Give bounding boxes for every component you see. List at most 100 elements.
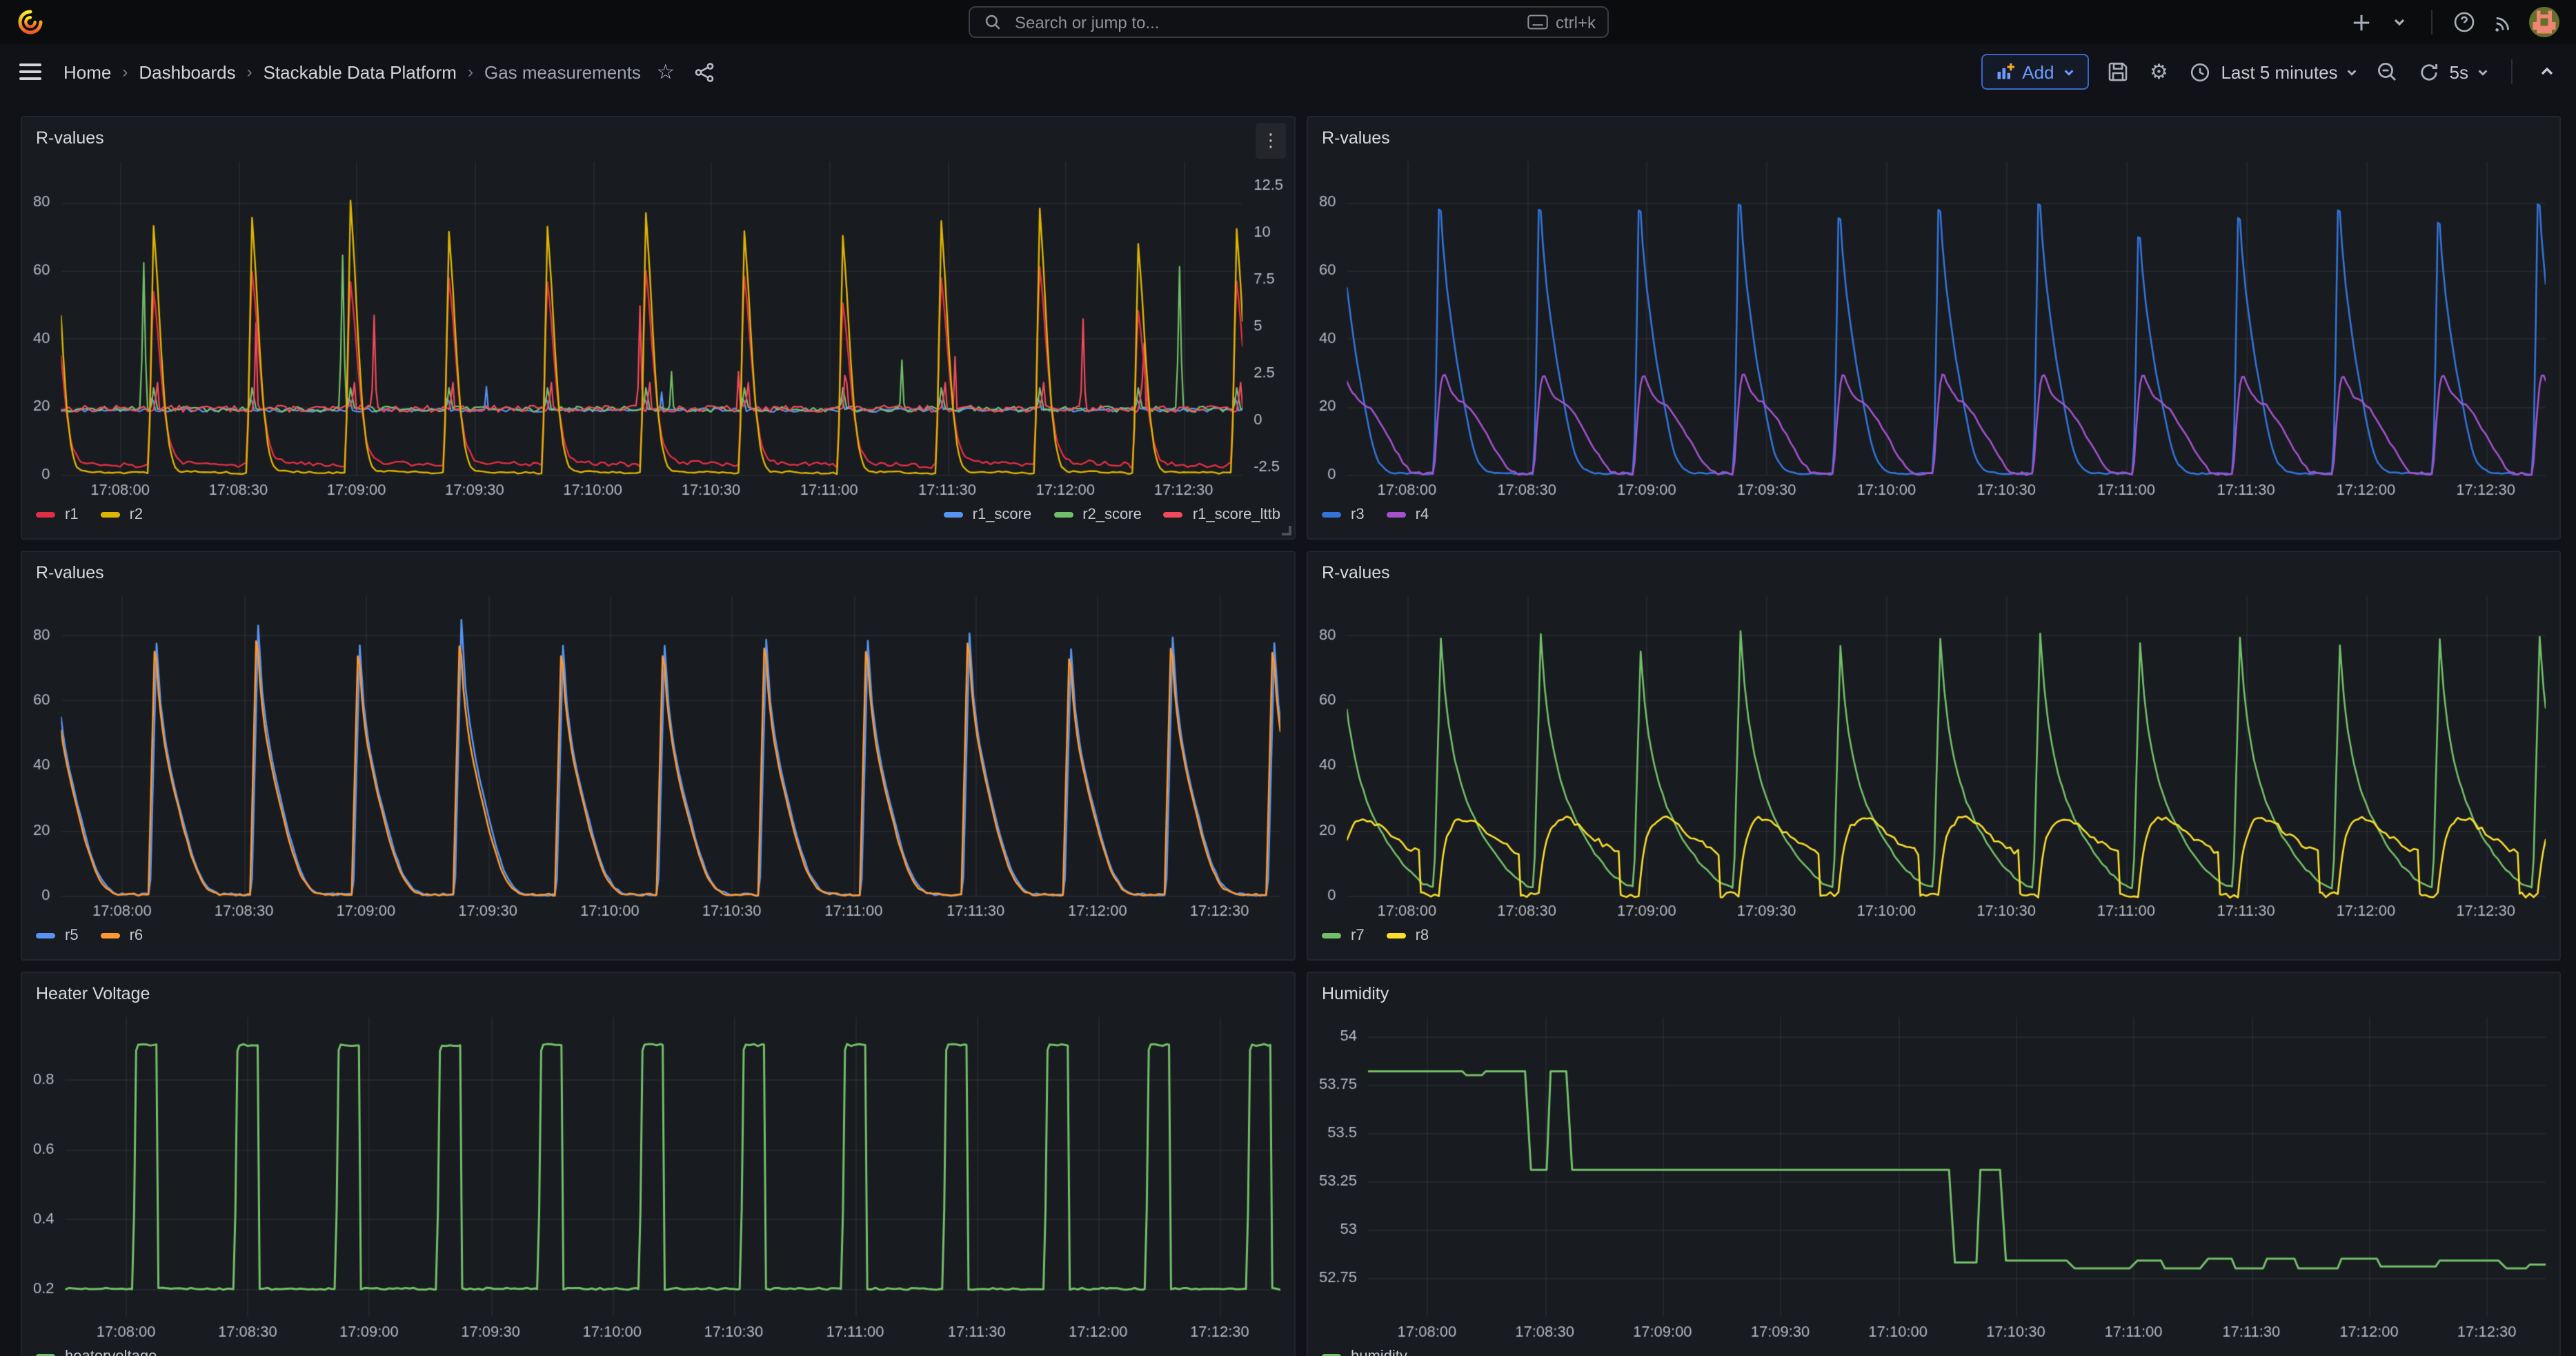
breadcrumb-dashboards[interactable]: Dashboards: [139, 61, 235, 82]
panel-title[interactable]: Heater Voltage: [36, 984, 150, 1003]
collapse-chevron-up-icon[interactable]: [2535, 59, 2559, 84]
refresh-interval-label: 5s: [2450, 61, 2468, 82]
panel-legend: r3 r4: [1308, 502, 2559, 538]
panel-r-values-1: R-values ⋮ r1r2r1_scorer2_scorer1_score_…: [21, 116, 1296, 540]
add-panel-icon: [1994, 62, 2014, 81]
favorite-star-icon[interactable]: ☆: [652, 58, 680, 86]
top-bar: Search or jump to... ctrl+k: [0, 0, 2576, 44]
legend-swatch: [36, 933, 55, 939]
panel-title[interactable]: R-values: [36, 563, 104, 582]
legend-swatch: [1053, 512, 1073, 518]
breadcrumb-folder[interactable]: Stackable Data Platform: [264, 61, 457, 82]
timeseries-chart[interactable]: [1308, 1009, 2559, 1344]
legend-item-r4[interactable]: r4: [1387, 507, 1429, 523]
legend-item-r1_score_lttb[interactable]: r1_score_lttb: [1164, 507, 1280, 523]
legend-swatch: [101, 933, 120, 939]
refresh-picker[interactable]: 5s: [2417, 59, 2489, 84]
timeseries-chart[interactable]: [1308, 153, 2559, 502]
topbar-divider: [2431, 10, 2433, 35]
legend-item-r8[interactable]: r8: [1387, 927, 1429, 944]
dashboard-toolbar: Home › Dashboards › Stackable Data Platf…: [0, 44, 2576, 99]
legend-swatch: [1322, 512, 1341, 518]
breadcrumb-home[interactable]: Home: [63, 61, 111, 82]
new-plus-icon[interactable]: [2348, 10, 2373, 35]
legend-label: r5: [65, 927, 79, 944]
breadcrumb-separator: ›: [122, 62, 128, 81]
breadcrumb: Home › Dashboards › Stackable Data Platf…: [63, 61, 641, 82]
panel-heater-voltage: Heater Voltage heatervoltage: [21, 972, 1296, 1356]
legend-label: r2_score: [1082, 507, 1142, 523]
help-icon[interactable]: [2452, 10, 2477, 35]
timeseries-chart[interactable]: [22, 153, 1294, 502]
panel-title[interactable]: R-values: [36, 128, 104, 148]
new-chevron-down-icon[interactable]: [2387, 10, 2412, 35]
legend-label: r7: [1351, 927, 1365, 944]
refresh-icon[interactable]: [2417, 59, 2441, 84]
search-shortcut: ctrl+k: [1528, 12, 1596, 32]
toolbar-divider: [2511, 59, 2513, 84]
grafana-app: Search or jump to... ctrl+k: [0, 0, 2576, 1356]
dashboard-settings-gear-icon[interactable]: ⚙: [2146, 59, 2171, 84]
timeseries-chart[interactable]: [22, 1009, 1294, 1344]
legend-label: r4: [1416, 507, 1429, 523]
legend-swatch: [1164, 512, 1183, 518]
legend-item-r6[interactable]: r6: [101, 927, 143, 944]
timeseries-chart[interactable]: [1308, 588, 2559, 923]
legend-label: r8: [1416, 927, 1429, 944]
time-range-chevron-down-icon: [2346, 66, 2359, 78]
time-range-label: Last 5 minutes: [2221, 61, 2337, 82]
add-chevron-down-icon: [2062, 66, 2074, 78]
search-placeholder: Search or jump to...: [1015, 12, 1518, 32]
panel-r-values-4: R-values r7 r8: [1307, 551, 2561, 961]
time-range-picker[interactable]: Last 5 minutes: [2188, 59, 2358, 84]
panel-title[interactable]: R-values: [1322, 128, 1390, 148]
legend-item-heatervoltage[interactable]: heatervoltage: [36, 1348, 157, 1356]
legend-swatch: [1387, 512, 1406, 518]
menu-toggle-icon[interactable]: [17, 58, 44, 86]
legend-item-humidity[interactable]: humidity: [1322, 1348, 1407, 1356]
legend-item-r2[interactable]: r2: [101, 507, 143, 523]
user-avatar[interactable]: [2529, 7, 2559, 37]
grafana-logo-icon[interactable]: [17, 8, 44, 36]
panel-r-values-3: R-values r5 r6: [21, 551, 1296, 961]
panel-legend: r5 r6: [22, 923, 1294, 959]
add-button[interactable]: Add: [1981, 54, 2088, 90]
share-icon[interactable]: [691, 58, 718, 86]
panel-title[interactable]: R-values: [1322, 563, 1390, 582]
dashboard-grid: R-values ⋮ r1r2r1_scorer2_scorer1_score_…: [0, 99, 2576, 1356]
legend-item-r7[interactable]: r7: [1322, 927, 1365, 944]
timeseries-chart[interactable]: [22, 588, 1294, 923]
panel-r-values-2: R-values r3 r4: [1307, 116, 2561, 540]
legend-label: r1: [65, 507, 79, 523]
legend-label: r3: [1351, 507, 1365, 523]
legend-item-r1_score[interactable]: r1_score: [944, 507, 1032, 523]
panel-humidity: Humidity humidity: [1307, 972, 2561, 1356]
legend-label: heatervoltage: [65, 1348, 157, 1356]
panel-legend: heatervoltage: [22, 1344, 1294, 1356]
breadcrumb-separator: ›: [468, 62, 473, 81]
breadcrumb-separator: ›: [247, 62, 252, 81]
legend-swatch: [36, 512, 55, 518]
panel-legend: humidity: [1308, 1344, 2559, 1356]
legend-swatch: [944, 512, 963, 518]
save-dashboard-icon[interactable]: [2105, 59, 2130, 84]
search-icon: [980, 10, 1005, 35]
news-rss-icon[interactable]: [2490, 10, 2515, 35]
panel-title[interactable]: Humidity: [1322, 984, 1389, 1003]
breadcrumb-dashboard-title: Gas measurements: [484, 61, 641, 82]
zoom-out-icon[interactable]: [2375, 59, 2400, 84]
legend-item-r3[interactable]: r3: [1322, 507, 1365, 523]
legend-item-r1[interactable]: r1: [36, 507, 79, 523]
search-input[interactable]: Search or jump to... ctrl+k: [968, 6, 1608, 38]
legend-swatch: [1322, 933, 1341, 939]
legend-swatch: [1387, 933, 1406, 939]
panel-resize-handle[interactable]: [1282, 526, 1291, 535]
refresh-chevron-down-icon: [2477, 66, 2489, 78]
legend-label: humidity: [1351, 1348, 1407, 1356]
legend-item-r2_score[interactable]: r2_score: [1053, 507, 1142, 523]
panel-legend: r7 r8: [1308, 923, 2559, 959]
panel-legend: r1 r2 r1_score r2_score r1_score_lttb: [22, 502, 1294, 538]
clock-icon: [2188, 59, 2212, 84]
legend-item-r5[interactable]: r5: [36, 927, 79, 944]
legend-swatch: [101, 512, 120, 518]
